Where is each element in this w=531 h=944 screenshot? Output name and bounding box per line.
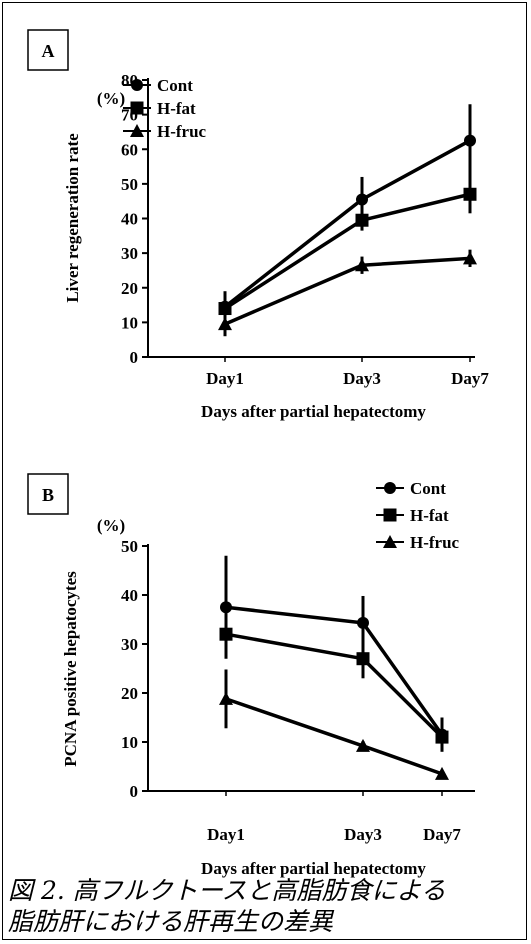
panel-b-series-cont-point	[220, 601, 232, 614]
panel-a-series-h-fat-point	[355, 213, 369, 227]
panel-b-y-tick-label: 50	[121, 537, 138, 556]
panel-b-series-h-fat-point	[219, 627, 233, 641]
panel-b-legend-cont-label: Cont	[410, 479, 446, 498]
panel-b-series-h-fruc-line	[225, 697, 443, 776]
panel-a-series-cont-point	[464, 134, 476, 147]
panel-a-legend-h-fruc-label: H-fruc	[157, 122, 207, 141]
panel-a-series-h-fruc-point	[355, 258, 369, 272]
panel-a-legend-h-fat-label: H-fat	[157, 99, 196, 118]
figure-caption: 図 2. 高フルクトースと高脂肪食による 脂肪肝における肝再生の差異	[8, 875, 523, 937]
panel-b-series-h-fat-point	[356, 652, 370, 666]
panel-b-series-h-fruc-point	[435, 766, 449, 780]
panel-a-y-tick-label: 50	[121, 175, 138, 194]
panel-b-y-tick-label: 0	[130, 782, 139, 801]
panel-b-unit-label: (%)	[97, 516, 125, 535]
panel-b-y-tick-label: 30	[121, 635, 138, 654]
panel-a-x-tick-label: Day1	[206, 369, 244, 388]
panel-b-legend-h-fat-label: H-fat	[410, 506, 449, 525]
panel-a-x-tick-label: Day3	[343, 369, 381, 388]
panel-a-series-h-fat-point	[463, 187, 477, 201]
panel-b-label-box	[27, 473, 69, 515]
panel-b-x-tick-label: Day1	[207, 825, 245, 844]
panel-a-legend-h-fat-marker	[130, 101, 144, 115]
panel-a-label: A	[42, 41, 55, 61]
panel-b-y-tick-label: 40	[121, 586, 138, 605]
panel-a-x-tick-label: Day7	[451, 369, 489, 388]
panel-b-series-h-fat-point	[435, 730, 449, 744]
panel-a-series-h-fruc-line	[224, 256, 471, 326]
panel-b-label: B	[42, 485, 54, 505]
caption-line-1: 図 2. 高フルクトースと高脂肪食による	[8, 876, 446, 905]
panel-b-series-h-fruc-point	[356, 738, 370, 752]
panel-b-series-cont-line	[225, 605, 444, 736]
panel-b-x-axis-title: Days after partial hepatectomy	[201, 859, 426, 878]
panel-b-series-cont-point	[357, 616, 369, 629]
panel-a-series-h-fruc-point	[218, 317, 232, 331]
panel-b-series-h-fat-line	[225, 632, 444, 739]
panel-b-y-tick-label: 10	[121, 733, 138, 752]
panel-a-y-tick-label: 40	[121, 210, 138, 229]
panel-b-legend-h-fruc-label: H-fruc	[410, 533, 460, 552]
panel-a-legend-cont-marker	[131, 79, 143, 91]
panel-a-legend-cont-label: Cont	[157, 76, 193, 95]
panel-a-y-tick-label: 60	[121, 140, 138, 159]
panel-a-y-tick-label: 30	[121, 244, 138, 263]
panel-a-y-tick-label: 0	[130, 348, 139, 367]
panel-b-x-tick-label: Day7	[423, 825, 461, 844]
panel-b-y-tick-label: 20	[121, 684, 138, 703]
panel-a-y-tick-label: 20	[121, 279, 138, 298]
panel-b-series-h-fruc-point	[219, 691, 233, 705]
panel-a-unit-label: (%)	[97, 89, 125, 108]
panel-b-legend-cont-marker	[384, 482, 396, 494]
panel-a-y-axis-title: Liver regeneration rate	[63, 133, 82, 303]
panel-a-y-tick-label: 10	[121, 313, 138, 332]
panel-a-legend-h-fruc-marker	[130, 124, 144, 137]
panel-a-label-box	[27, 29, 69, 71]
panel-b-legend-h-fat-marker	[383, 508, 397, 522]
panel-b-y-axis-title: PCNA positive hepatocytes	[61, 571, 80, 767]
panel-a-series-h-fruc-point	[463, 251, 477, 265]
panel-b-legend-h-fruc-marker	[383, 535, 397, 548]
panel-a-series-cont-line	[223, 139, 471, 309]
panel-a-x-axis-title: Days after partial hepatectomy	[201, 402, 426, 421]
panel-a-series-cont-point	[356, 193, 368, 206]
caption-line-2: 脂肪肝における肝再生の差異	[8, 907, 334, 936]
panel-b-x-tick-label: Day3	[344, 825, 382, 844]
panel-a-series-h-fat-point	[218, 302, 232, 316]
